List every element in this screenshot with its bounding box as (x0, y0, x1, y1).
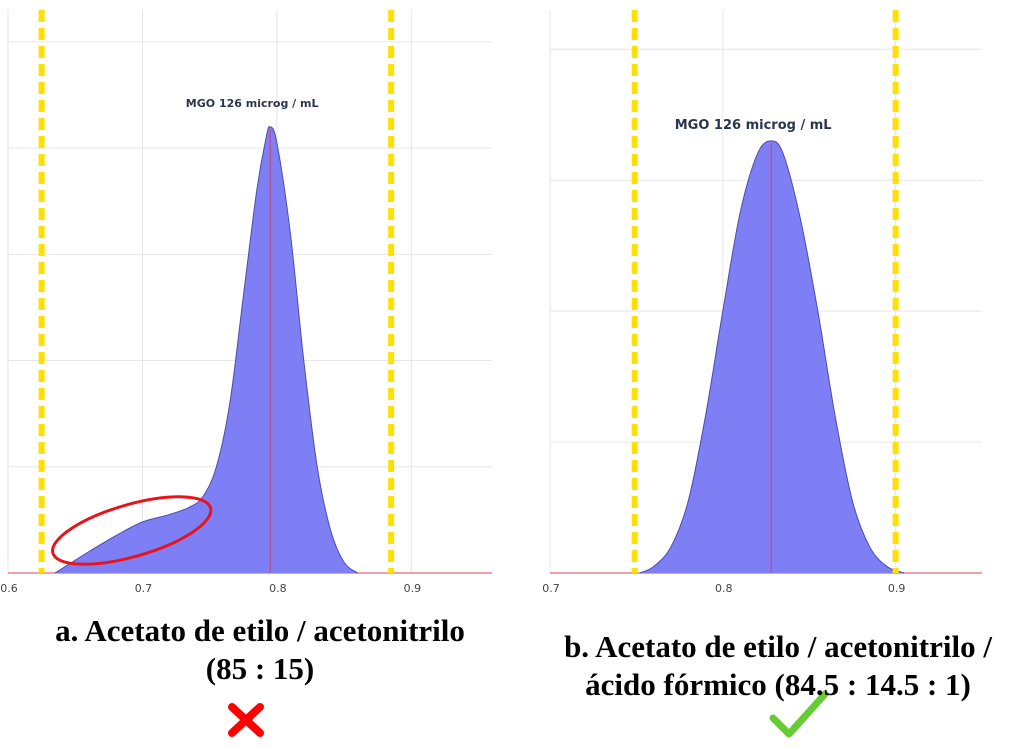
caption-a: a. Acetato de etilo / acetonitrilo (85 :… (0, 612, 520, 688)
check-stroke (769, 690, 829, 738)
peak-annotation: MGO 126 microg / mL (186, 97, 319, 110)
check-icon (769, 690, 829, 738)
density-area (639, 140, 905, 573)
density-outline (54, 126, 358, 574)
caption-a-line-1: a. Acetato de etilo / acetonitrilo (55, 613, 465, 648)
density-area (55, 126, 358, 573)
density-outline (639, 140, 905, 574)
x-tick-label: 0.7 (135, 582, 153, 595)
x-tick-label: 0.8 (715, 582, 733, 595)
caption-a-line-2: (85 : 15) (205, 651, 315, 686)
cross-icon (228, 703, 264, 737)
chart-a: MGO 126 microg / mL 0.6 0.7 0.8 0.9 (0, 10, 492, 737)
chart-b: MGO 126 microg / mL 0.7 0.8 0.9 (542, 10, 982, 738)
x-tick-label: 0.8 (269, 582, 287, 595)
caption-b-line-1: b. Acetato de etilo / acetonitrilo / (564, 629, 992, 664)
x-tick-label: 0.9 (888, 582, 906, 595)
caption-b: b. Acetato de etilo / acetonitrilo / áci… (520, 628, 1036, 704)
x-tick-label: 0.9 (404, 582, 422, 595)
caption-b-line-2: ácido fórmico (84.5 : 14.5 : 1) (585, 667, 971, 702)
highlight-ellipse (51, 495, 213, 566)
peak-annotation: MGO 126 microg / mL (675, 118, 832, 133)
cross-stroke (228, 703, 264, 737)
x-tick-label: 0.7 (542, 582, 560, 595)
x-tick-label: 0.6 (0, 582, 18, 595)
